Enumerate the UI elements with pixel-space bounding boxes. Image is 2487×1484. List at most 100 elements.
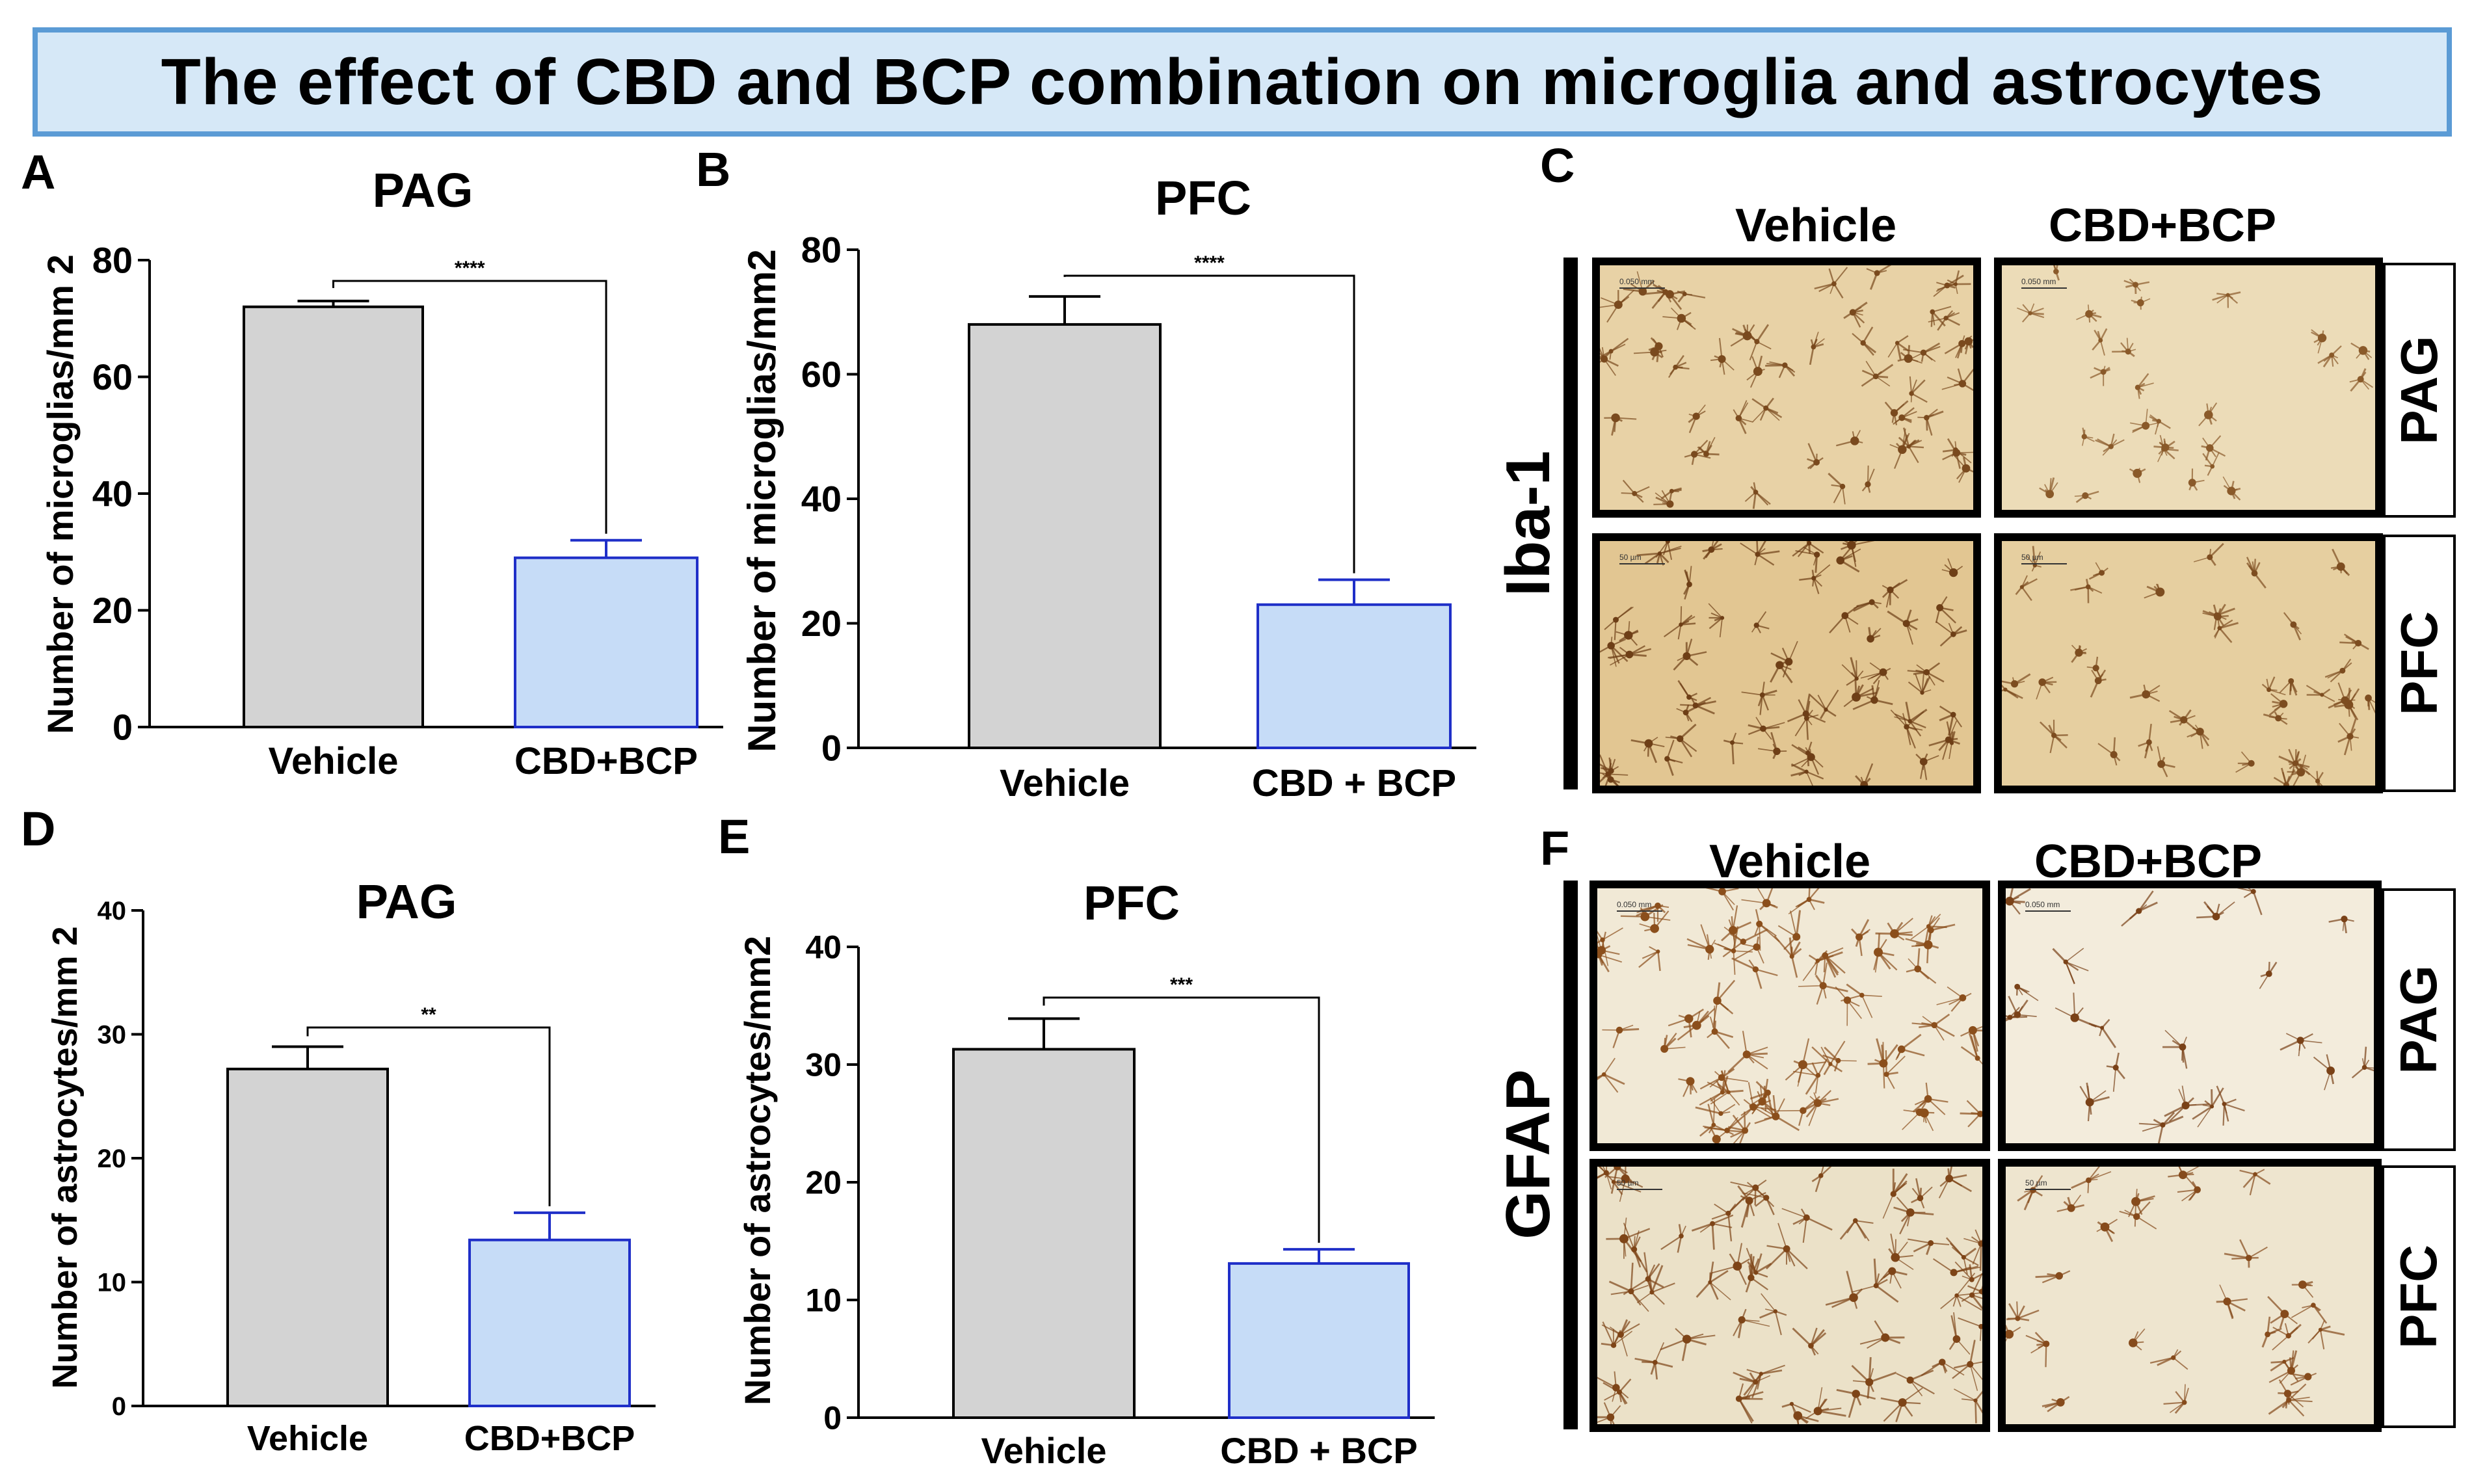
- stained-cell: [1735, 936, 1764, 964]
- gfap-pag-vehicle-micrograph: 0.050 mm: [1589, 881, 1990, 1151]
- stained-cell: [1707, 1005, 1734, 1049]
- stained-cell: [1905, 938, 1939, 964]
- stained-cell: [1889, 428, 1920, 470]
- stained-cell: [1852, 326, 1877, 356]
- stained-cell: [1606, 1217, 1651, 1262]
- stained-cell: [2052, 947, 2089, 985]
- stained-cell: [1861, 465, 1875, 493]
- stained-cell: [1766, 1223, 1808, 1269]
- stained-cell: [1851, 1258, 1899, 1303]
- stained-cell: [2053, 265, 2060, 281]
- y-tick-label: 0: [113, 707, 133, 748]
- stained-cell: [1776, 1096, 1827, 1126]
- stained-cell: [1880, 1267, 1908, 1289]
- chart-title: PFC: [1155, 171, 1251, 225]
- stained-cell: [1958, 1317, 1982, 1342]
- stained-cell: [2095, 433, 2125, 456]
- stained-cell: [1866, 265, 1892, 290]
- stained-cell: [1938, 1167, 1972, 1199]
- panel-c-stain-label: Iba-1: [1493, 450, 1563, 597]
- scale-bar-label: 50 µm: [2021, 553, 2043, 562]
- panel-label-a: A: [21, 145, 56, 199]
- stained-cell: [2039, 477, 2058, 499]
- x-category-label: CBD + BCP: [1220, 1430, 1417, 1471]
- y-tick-label: 20: [805, 1165, 842, 1201]
- stained-cell: [2112, 338, 2136, 358]
- gfap-pag-treatment-micrograph: 0.050 mm: [1998, 881, 2382, 1151]
- stained-cell: [2289, 1372, 2317, 1386]
- stained-cell: [1867, 1038, 1898, 1089]
- stained-cell: [2149, 1349, 2188, 1370]
- stained-cell: [1695, 1097, 1736, 1116]
- stained-cell: [2313, 1054, 2335, 1091]
- stained-cell: [1733, 1308, 1770, 1338]
- stained-cell: [2128, 1189, 2155, 1227]
- stained-cell: [1909, 376, 1928, 403]
- stained-cell: [1853, 599, 1882, 612]
- stained-cell: [1600, 338, 1629, 360]
- stained-cell: [1907, 662, 1945, 686]
- stained-cell: [1623, 1223, 1648, 1273]
- stained-cell: [1908, 1238, 1950, 1255]
- significance-label: **: [421, 1004, 436, 1026]
- stained-cell: [1744, 324, 1772, 361]
- stained-cell: [2138, 1111, 2184, 1143]
- stained-cell: [1741, 682, 1777, 715]
- stained-cell: [1636, 1265, 1675, 1305]
- stained-cell: [2263, 711, 2288, 725]
- stained-cell: [1935, 621, 1967, 647]
- y-tick-label: 30: [805, 1047, 842, 1083]
- stained-cell: [1895, 1033, 1925, 1061]
- stained-cell: [1699, 1098, 1734, 1137]
- stained-cell: [2129, 1328, 2146, 1351]
- stained-cell: [1710, 338, 1735, 375]
- iba1-pag-vehicle-micrograph: 0.050 mm: [1592, 258, 1981, 518]
- stained-cell: [2239, 1169, 2271, 1196]
- cell-texture: [1597, 1167, 1982, 1424]
- stained-cell: [2278, 749, 2310, 773]
- stained-cell: [2222, 476, 2241, 501]
- stained-cell: [2339, 633, 2369, 650]
- stained-cell: [1731, 957, 1778, 989]
- stained-cell: [2328, 916, 2354, 934]
- stained-cell: [1604, 1167, 1632, 1194]
- stained-cell: [1940, 1273, 1982, 1311]
- stained-cell: [1757, 732, 1787, 760]
- panel-f-col-vehicle: Vehicle: [1709, 836, 1871, 888]
- y-axis-label: Number of astrocytes/mm2: [737, 936, 778, 1405]
- stained-cell: [2307, 1320, 2345, 1349]
- stained-cell: [2330, 548, 2350, 576]
- stained-cell: [1711, 1196, 1746, 1241]
- stained-cell: [2096, 1219, 2118, 1242]
- stained-cell: [1915, 753, 1939, 780]
- stained-cell: [2025, 1331, 2050, 1368]
- scale-bar-label: 50 µm: [1617, 1178, 1639, 1187]
- cell-texture: [2006, 888, 2374, 1143]
- stained-cell: [2365, 695, 2375, 714]
- stained-cell: [1912, 1082, 1948, 1115]
- stained-cell: [2349, 368, 2374, 392]
- stained-cell: [1639, 910, 1669, 933]
- stained-cell: [1742, 1182, 1775, 1215]
- stained-cell: [1644, 289, 1678, 309]
- stained-cell: [1597, 1057, 1625, 1093]
- panel-f-stain-label: GFAP: [1493, 1069, 1563, 1239]
- stained-cell: [1785, 1038, 1826, 1087]
- stained-cell: [2014, 983, 2039, 1001]
- stained-cell: [2002, 673, 2031, 688]
- y-tick-label: 20: [92, 590, 133, 631]
- stained-cell: [1798, 962, 1848, 1005]
- stained-cell: [2334, 687, 2360, 721]
- significance-bracket: [1043, 996, 1320, 1243]
- stained-cell: [2201, 435, 2226, 461]
- stained-cell: [2149, 414, 2171, 435]
- stained-cell: [1600, 637, 1629, 667]
- stained-cell: [1805, 1090, 1839, 1126]
- stained-cell: [1777, 910, 1802, 950]
- stained-cell: [1735, 1383, 1764, 1424]
- stained-cell: [1807, 443, 1824, 470]
- stained-cell: [1852, 680, 1893, 710]
- stained-cell: [1937, 270, 1971, 295]
